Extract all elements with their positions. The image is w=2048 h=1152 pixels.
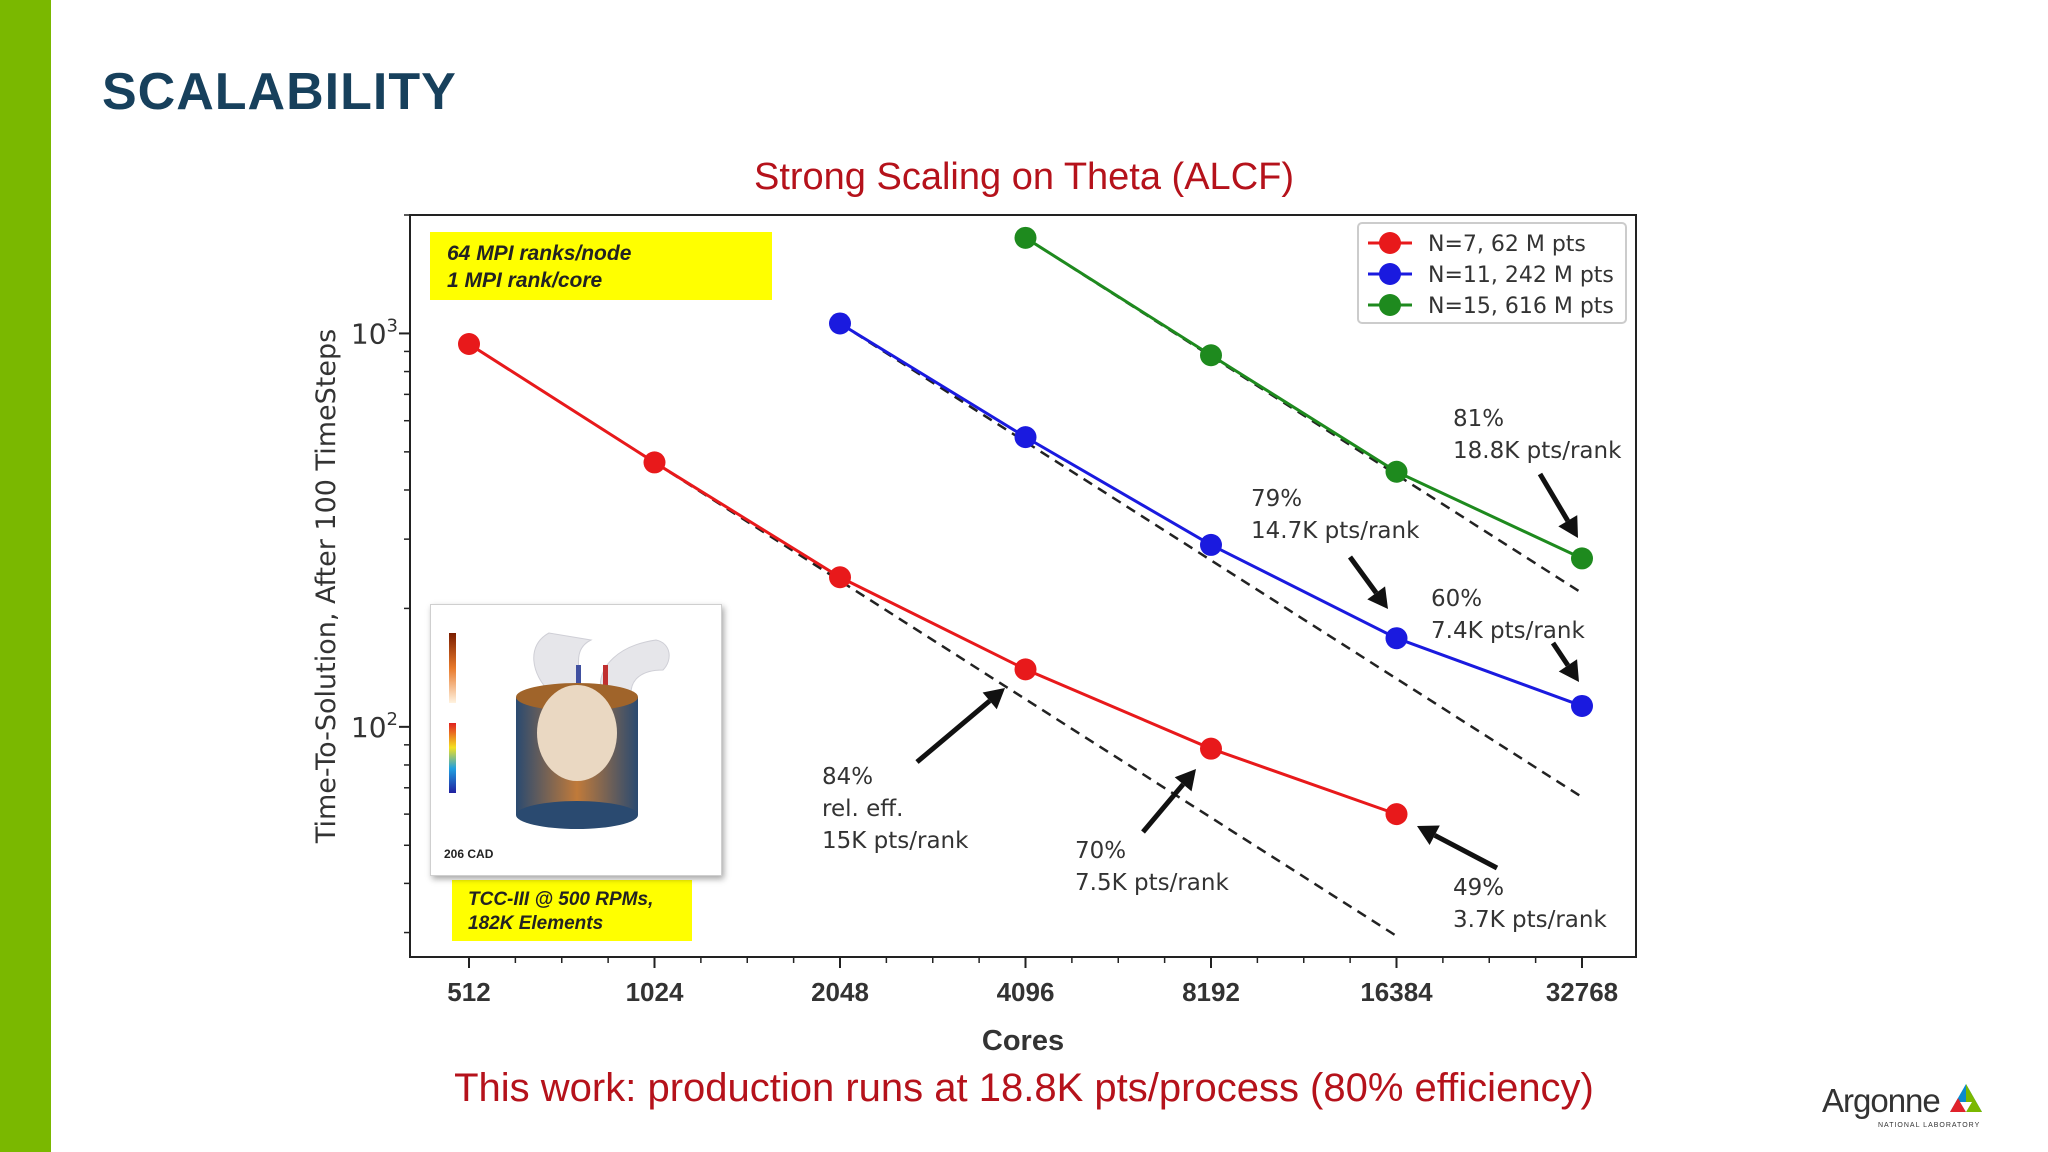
series-line — [1024, 236, 1583, 560]
y-tick-label: 102 — [351, 709, 398, 744]
annotation-text: 79% — [1251, 486, 1302, 512]
annotation-text: 3.7K pts/rank — [1453, 907, 1607, 933]
data-point — [1014, 226, 1037, 249]
data-point — [1014, 658, 1037, 681]
annotation-text: 7.5K pts/rank — [1075, 870, 1229, 896]
annotation-arrow — [1141, 782, 1186, 834]
logo-subtext: NATIONAL LABORATORY — [1878, 1122, 1981, 1129]
x-tick-label: 512 — [447, 977, 490, 1007]
triangle-logo-icon — [1950, 1084, 1982, 1112]
annotation-arrow — [1433, 833, 1499, 871]
annotation-arrow — [1537, 472, 1570, 523]
legend-label: N=15, 616 M pts — [1428, 294, 1614, 319]
series-line — [468, 342, 1397, 816]
annotation-arrowhead — [1417, 825, 1440, 846]
data-point — [829, 312, 851, 335]
y-axis-label: Time-To-Solution, After 100 TimeSteps — [311, 329, 342, 844]
annotation-arrowhead — [1367, 586, 1388, 609]
x-tick-label: 2048 — [811, 977, 869, 1007]
legend-box — [1357, 222, 1627, 324]
y-tick-label: 103 — [351, 315, 398, 350]
data-point — [1385, 627, 1408, 650]
info-box-engine — [452, 880, 692, 941]
annotation-text: 49% — [1453, 875, 1504, 901]
data-point — [1200, 344, 1222, 367]
accent-side-bar — [0, 0, 51, 1152]
annotation-arrowhead — [1174, 769, 1196, 792]
info-box-ranks — [430, 232, 772, 300]
scaling-chart: 512 1024 2048 4096 8192 16384 32768 102 103 Cores… — [311, 214, 1637, 1057]
data-point — [1571, 547, 1593, 570]
annotation-arrow — [915, 698, 992, 764]
engine-thumbnail: 206 CAD — [430, 604, 722, 876]
annotation-text: 15K pts/rank — [822, 828, 969, 854]
legend-marker — [1379, 232, 1401, 254]
annotation-arrowhead — [982, 688, 1005, 710]
x-axis-label: Cores — [982, 1025, 1064, 1057]
data-point — [1200, 533, 1222, 556]
footer-conclusion: This work: production runs at 18.8K pts/… — [454, 1066, 1594, 1110]
annotation-text: 70% — [1075, 838, 1126, 864]
data-point — [458, 333, 480, 356]
data-point — [643, 451, 666, 474]
data-point — [1200, 737, 1222, 760]
x-tick-label: 4096 — [997, 977, 1055, 1007]
data-point — [1014, 426, 1037, 449]
annotation-arrow — [1347, 555, 1379, 595]
info-box-text: 64 MPI ranks/node — [447, 242, 632, 265]
annotation-text: 60% — [1431, 586, 1482, 612]
thumbnail-label: 206 CAD — [444, 847, 494, 861]
ideal-scaling-line — [839, 322, 1583, 799]
engine-render — [449, 632, 670, 829]
annotation-text: rel. eff. — [822, 796, 903, 822]
argonne-logo: Argonne NATIONAL LABORATORY — [1822, 1082, 1982, 1132]
info-box-text: 182K Elements — [468, 913, 603, 934]
annotation-arrow — [1550, 641, 1570, 667]
data-point — [1571, 694, 1593, 717]
logo-wordmark: Argonne — [1822, 1082, 1941, 1119]
legend-marker — [1379, 294, 1401, 316]
chart-title: Strong Scaling on Theta (ALCF) — [753, 156, 1294, 198]
x-tick-label: 32768 — [1546, 977, 1618, 1007]
info-box-text: 1 MPI rank/core — [447, 269, 603, 292]
annotation-text: 84% — [822, 764, 873, 790]
annotation-text: 81% — [1453, 406, 1504, 432]
legend-label: N=7, 62 M pts — [1428, 232, 1586, 257]
slide-title: SCALABILITY — [102, 63, 457, 121]
annotation-text: 18.8K pts/rank — [1453, 438, 1622, 464]
data-point — [1385, 803, 1408, 826]
x-tick-label: 16384 — [1360, 977, 1433, 1007]
info-box-text: TCC-III @ 500 RPMs, — [468, 889, 653, 910]
legend-marker — [1379, 263, 1401, 285]
legend-label: N=11, 242 M pts — [1428, 263, 1614, 288]
data-point — [1385, 460, 1408, 483]
x-tick-label: 1024 — [626, 977, 684, 1007]
annotation-arrowhead — [1558, 659, 1579, 682]
data-point — [829, 566, 851, 589]
ideal-scaling-line — [468, 342, 1398, 938]
x-tick-label: 8192 — [1182, 977, 1240, 1007]
annotation-arrowhead — [1558, 515, 1578, 538]
annotation-text: 14.7K pts/rank — [1251, 518, 1420, 544]
annotation-text: 7.4K pts/rank — [1431, 618, 1585, 644]
